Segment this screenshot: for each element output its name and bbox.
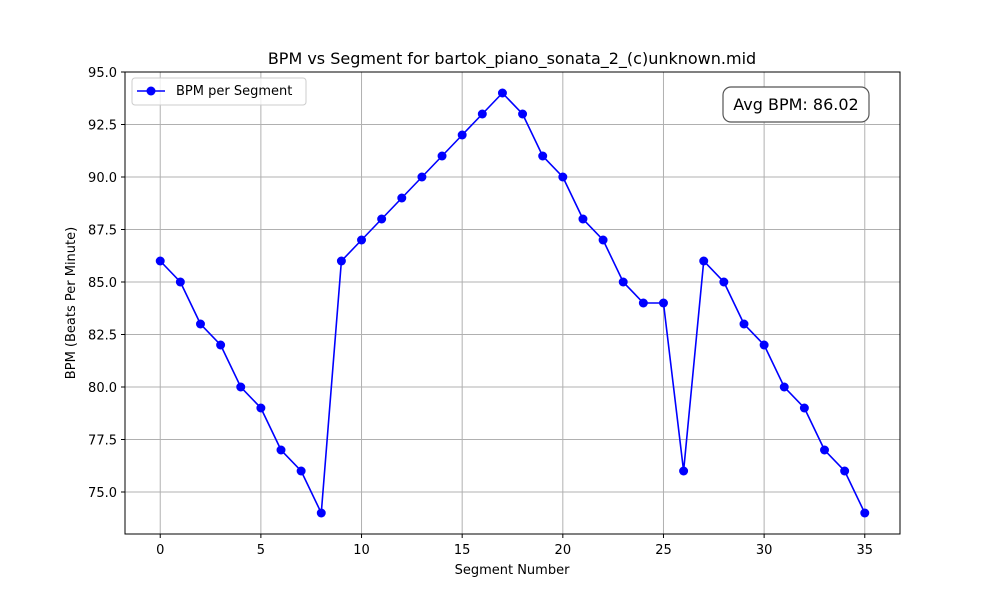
- data-point: [377, 214, 387, 224]
- y-tick-label: 75.0: [88, 486, 117, 501]
- x-tick-label: 30: [756, 543, 773, 558]
- data-point: [840, 466, 850, 476]
- data-point: [236, 382, 246, 392]
- data-point: [618, 277, 628, 287]
- x-tick-label: 15: [454, 543, 471, 558]
- data-point: [799, 403, 809, 413]
- data-point: [296, 466, 306, 476]
- plot-area-frame: [124, 71, 901, 535]
- data-point: [699, 256, 709, 266]
- data-point: [276, 445, 286, 455]
- y-tick-label: 80.0: [88, 381, 117, 396]
- data-point: [497, 88, 507, 98]
- data-point: [739, 319, 749, 329]
- y-axis: 75.0 77.5 80.0 82.5 85.0 87.5 90.0 92.5 95.0: [88, 66, 125, 501]
- data-point: [256, 403, 266, 413]
- data-point: [538, 151, 548, 161]
- grid: [125, 71, 900, 534]
- x-tick-label: 35: [856, 543, 873, 558]
- data-point: [357, 235, 367, 245]
- data-point: [437, 151, 447, 161]
- x-tick-label: 5: [257, 543, 265, 558]
- y-tick-label: 87.5: [88, 224, 117, 239]
- data-point: [638, 298, 648, 308]
- legend-box: [131, 77, 307, 106]
- average-bpm-text: Avg BPM: 86.02: [733, 95, 858, 114]
- data-point: [155, 256, 165, 266]
- y-tick-label: 82.5: [88, 329, 117, 344]
- data-point: [336, 256, 346, 266]
- y-axis-title: BPM (Beats Per Minute): [64, 227, 79, 379]
- data-point: [397, 193, 407, 203]
- y-tick-label: 90.0: [88, 171, 117, 186]
- y-tick-label: 77.5: [88, 434, 117, 449]
- data-point: [195, 319, 205, 329]
- average-bpm-annotation: Avg BPM: 86.02: [722, 86, 870, 123]
- data-point: [316, 508, 326, 518]
- data-point: [779, 382, 789, 392]
- average-bpm-box: [722, 86, 870, 123]
- data-point: [820, 445, 830, 455]
- data-point: [558, 172, 568, 182]
- data-point: [719, 277, 729, 287]
- data-point: [658, 298, 668, 308]
- legend: BPM per Segment: [131, 77, 307, 106]
- x-tick-label: 0: [156, 543, 164, 558]
- data-point: [417, 172, 427, 182]
- data-point: [457, 130, 467, 140]
- data-point: [477, 109, 487, 119]
- data-point: [860, 508, 870, 518]
- y-tick-label: 95.0: [88, 66, 117, 81]
- series-group: [155, 88, 870, 518]
- x-axis-title: Segment Number: [455, 563, 571, 578]
- x-tick-label: 20: [555, 543, 572, 558]
- data-point: [578, 214, 588, 224]
- data-point: [216, 340, 226, 350]
- series-line-bpm: [159, 91, 866, 517]
- data-point: [759, 340, 769, 350]
- data-point: [518, 109, 528, 119]
- y-tick-label: 92.5: [88, 119, 117, 134]
- y-tick-label: 85.0: [88, 276, 117, 291]
- data-point: [175, 277, 185, 287]
- x-axis: 0 5 10 15 20 25 30 35: [156, 534, 873, 558]
- legend-marker-swatch: [146, 86, 156, 96]
- legend-label: BPM per Segment: [176, 84, 292, 99]
- chart-title: BPM vs Segment for bartok_piano_sonata_2…: [268, 49, 756, 69]
- data-point: [598, 235, 608, 245]
- x-tick-label: 25: [655, 543, 672, 558]
- x-tick-label: 10: [353, 543, 370, 558]
- data-point: [679, 466, 689, 476]
